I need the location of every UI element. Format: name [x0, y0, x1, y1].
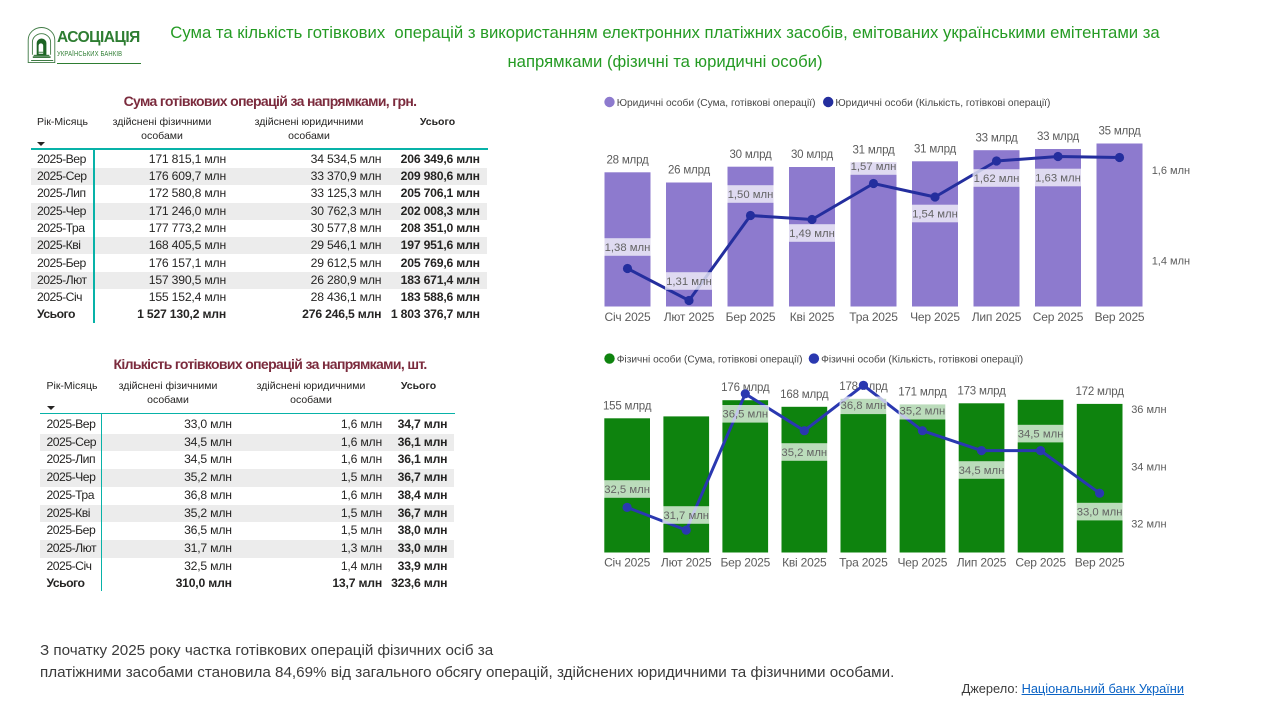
svg-text:Юридичні особи (Сума, готівков: Юридичні особи (Сума, готівкові операції…: [617, 97, 816, 109]
svg-text:Сер 2025: Сер 2025: [1033, 310, 1084, 324]
svg-text:Лип 2025: Лип 2025: [972, 310, 1022, 324]
svg-text:Тра 2025: Тра 2025: [849, 310, 898, 324]
svg-text:36 млн: 36 млн: [1131, 404, 1166, 416]
svg-text:Кві 2025: Кві 2025: [790, 310, 835, 324]
svg-text:32,5 млн: 32,5 млн: [604, 484, 650, 496]
svg-text:31,7 млн: 31,7 млн: [663, 510, 709, 522]
svg-text:1,49 млн: 1,49 млн: [789, 228, 835, 240]
svg-text:168 млрд: 168 млрд: [780, 389, 829, 401]
svg-text:Лют 2025: Лют 2025: [664, 310, 715, 324]
svg-text:34,5 млн: 34,5 млн: [1018, 429, 1064, 441]
svg-text:33,0 млн: 33,0 млн: [1077, 507, 1123, 519]
svg-text:1,38 млн: 1,38 млн: [605, 242, 651, 254]
svg-text:31 млрд: 31 млрд: [852, 144, 895, 156]
svg-text:Бер 2025: Бер 2025: [720, 556, 770, 570]
svg-text:1,6 млн: 1,6 млн: [1152, 165, 1190, 177]
svg-text:31 млрд: 31 млрд: [914, 144, 957, 156]
svg-text:Січ 2025: Січ 2025: [604, 310, 651, 324]
svg-text:Чер 2025: Чер 2025: [910, 310, 960, 324]
svg-text:36,8 млн: 36,8 млн: [841, 400, 887, 412]
svg-text:35,2 млн: 35,2 млн: [900, 406, 946, 418]
svg-text:Вер 2025: Вер 2025: [1075, 556, 1125, 570]
svg-text:172 млрд: 172 млрд: [1075, 386, 1124, 398]
svg-text:30 млрд: 30 млрд: [729, 149, 772, 161]
svg-text:1,50 млн: 1,50 млн: [728, 189, 774, 201]
svg-text:Лип 2025: Лип 2025: [957, 556, 1007, 570]
svg-text:Вер 2025: Вер 2025: [1095, 310, 1145, 324]
svg-text:28 млрд: 28 млрд: [606, 155, 649, 167]
svg-text:1,62 млн: 1,62 млн: [974, 173, 1020, 185]
svg-text:Кві 2025: Кві 2025: [782, 556, 827, 570]
svg-text:Юридичні особи (Кількість, гот: Юридичні особи (Кількість, готівкові опе…: [835, 97, 1050, 109]
svg-text:Бер 2025: Бер 2025: [726, 310, 776, 324]
svg-text:35 млрд: 35 млрд: [1098, 126, 1141, 138]
svg-text:Січ 2025: Січ 2025: [604, 556, 651, 570]
svg-text:Чер 2025: Чер 2025: [898, 556, 948, 570]
svg-text:155 млрд: 155 млрд: [603, 400, 652, 412]
svg-text:1,31 млн: 1,31 млн: [666, 276, 712, 288]
svg-text:33 млрд: 33 млрд: [1037, 131, 1080, 143]
svg-text:26 млрд: 26 млрд: [668, 165, 711, 177]
svg-text:173 млрд: 173 млрд: [957, 385, 1006, 397]
svg-text:Фізичні особи (Кількість, готі: Фізичні особи (Кількість, готівкові опер…: [821, 353, 1023, 365]
svg-text:1,54 млн: 1,54 млн: [912, 208, 958, 220]
svg-text:34 млн: 34 млн: [1131, 462, 1166, 474]
svg-text:36,5 млн: 36,5 млн: [722, 409, 768, 421]
svg-text:1,63 млн: 1,63 млн: [1035, 172, 1081, 184]
svg-text:33 млрд: 33 млрд: [975, 132, 1018, 144]
svg-text:35,2 млн: 35,2 млн: [781, 447, 827, 459]
svg-text:Тра 2025: Тра 2025: [839, 556, 888, 570]
svg-text:Фізичні особи (Сума, готівкові: Фізичні особи (Сума, готівкові операції): [617, 353, 803, 365]
svg-text:176 млрд: 176 млрд: [721, 382, 770, 394]
svg-text:Сер 2025: Сер 2025: [1015, 556, 1066, 570]
svg-text:1,4 млн: 1,4 млн: [1152, 256, 1190, 268]
svg-text:34,5 млн: 34,5 млн: [959, 465, 1005, 477]
svg-text:30 млрд: 30 млрд: [791, 149, 834, 161]
svg-text:171 млрд: 171 млрд: [898, 386, 947, 398]
svg-text:32 млн: 32 млн: [1131, 518, 1166, 530]
svg-text:1,57 млн: 1,57 млн: [851, 161, 897, 173]
svg-text:Лют 2025: Лют 2025: [661, 556, 712, 570]
